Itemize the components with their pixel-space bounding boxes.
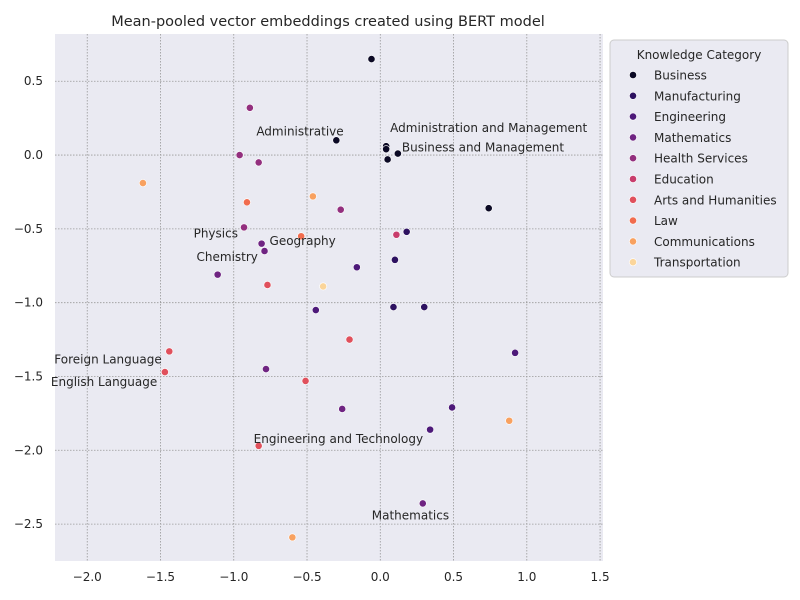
y-tick-label: 0.0 (24, 148, 43, 162)
data-point (311, 306, 320, 314)
y-tick-label: −1.5 (14, 369, 43, 383)
legend-label: Mathematics (654, 131, 731, 145)
data-point (511, 348, 519, 357)
y-tick-label: −2.0 (14, 443, 43, 457)
data-point (243, 198, 251, 207)
grid-lines (55, 34, 603, 561)
data-point (345, 335, 354, 344)
data-point (254, 158, 263, 167)
y-tick-label: −0.5 (14, 222, 43, 236)
y-tick-label: 0.5 (24, 74, 43, 88)
annotation-label: Physics (194, 227, 238, 241)
data-point (418, 499, 427, 508)
data-point (254, 441, 263, 450)
legend-marker (629, 237, 637, 246)
y-tick-label: −2.5 (14, 517, 43, 531)
legend-label: Education (654, 173, 714, 187)
legend-label: Health Services (654, 152, 748, 166)
x-tick-label: 0.5 (444, 570, 463, 584)
data-points (139, 55, 519, 542)
annotation-label: Chemistry (197, 250, 258, 264)
data-point (160, 368, 169, 376)
legend-marker (629, 175, 637, 183)
data-point (245, 103, 254, 112)
legend-label: Transportation (653, 256, 741, 270)
data-point (165, 347, 174, 356)
data-point (139, 179, 147, 187)
data-point (319, 282, 328, 291)
annotation-label: Geography (270, 234, 336, 248)
data-point (391, 255, 399, 264)
legend-label: Manufacturing (654, 89, 741, 103)
x-tick-label: −2.0 (73, 570, 102, 584)
legend-label: Business (654, 69, 707, 83)
annotation-label: Mathematics (372, 508, 449, 522)
annotation-label: Administration and Management (390, 121, 587, 135)
data-point (336, 205, 345, 214)
data-point (263, 281, 272, 289)
legend-label: Engineering (654, 110, 726, 124)
legend-label: Communications (654, 235, 755, 249)
data-point (402, 227, 411, 236)
annotation-label: Business and Management (402, 141, 564, 155)
legend-label: Arts and Humanities (654, 193, 777, 207)
legend-marker (629, 133, 637, 142)
x-tick-label: 1.5 (591, 570, 610, 584)
data-point (389, 303, 398, 311)
legend-title: Knowledge Category (637, 48, 762, 62)
legend-marker (629, 216, 637, 225)
legend-marker (629, 258, 637, 267)
legend-label: Law (654, 214, 678, 228)
legend-marker (629, 71, 637, 79)
data-point (484, 204, 493, 213)
x-tick-label: 1.0 (517, 570, 536, 584)
data-point (308, 192, 317, 201)
legend-marker (629, 195, 637, 204)
annotation-label: Administrative (256, 124, 343, 138)
annotations: Administrative Administration and Managem… (51, 121, 588, 522)
plot-area (55, 34, 603, 561)
data-point (382, 145, 391, 154)
data-point (297, 232, 306, 241)
annotation-label: Engineering and Technology (254, 432, 423, 446)
data-point (301, 377, 310, 385)
chart-title: Mean-pooled vector embeddings created us… (111, 14, 545, 30)
legend-marker (629, 154, 637, 163)
data-point (383, 155, 392, 164)
tick-labels: −2.0 −1.5 −1.0 −0.5 0.0 0.5 1.0 1.5 0.5 0.0 −0.5 −1… (14, 74, 610, 584)
data-point (262, 365, 270, 373)
data-point (257, 239, 266, 248)
data-point (505, 416, 514, 425)
legend-box (609, 39, 789, 278)
legend-marker (629, 91, 637, 100)
x-tick-label: 0.0 (371, 570, 390, 584)
data-point (240, 223, 248, 232)
data-point (338, 405, 347, 413)
x-tick-label: −0.5 (292, 570, 321, 584)
data-point (332, 136, 341, 145)
data-point (393, 149, 402, 158)
legend: Knowledge Category Business Manufacturing… (609, 39, 789, 278)
data-point (392, 230, 401, 239)
data-point (420, 303, 429, 311)
y-tick-label: −1.0 (14, 296, 43, 310)
data-point (448, 403, 456, 412)
data-point (352, 263, 361, 272)
x-tick-label: −1.0 (219, 570, 248, 584)
data-point (260, 247, 269, 255)
annotation-label: Foreign Language (54, 352, 161, 366)
data-point (235, 151, 244, 159)
data-point (288, 533, 297, 542)
legend-marker (629, 112, 637, 121)
data-point (213, 270, 222, 279)
data-point (367, 55, 376, 63)
annotation-label: English Language (51, 375, 157, 389)
x-tick-label: −1.5 (146, 570, 175, 584)
data-point (426, 425, 435, 434)
